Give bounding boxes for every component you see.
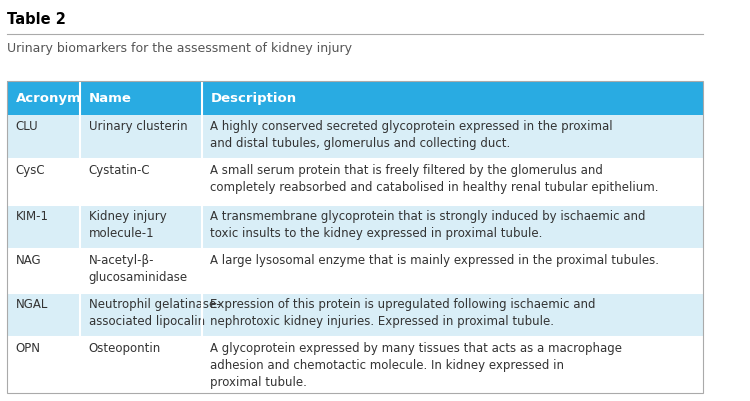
Text: CysC: CysC [16,164,45,177]
Text: Neutrophil gelatinase-
associated lipocalin: Neutrophil gelatinase- associated lipoca… [88,298,220,328]
FancyBboxPatch shape [7,336,703,393]
Text: Kidney injury
molecule-1: Kidney injury molecule-1 [88,210,166,240]
Text: NGAL: NGAL [16,298,48,311]
FancyBboxPatch shape [7,249,703,293]
FancyBboxPatch shape [7,81,703,115]
Text: Expression of this protein is upregulated following ischaemic and
nephrotoxic ki: Expression of this protein is upregulate… [211,298,596,328]
Text: Name: Name [88,92,131,105]
Text: A large lysosomal enzyme that is mainly expressed in the proximal tubules.: A large lysosomal enzyme that is mainly … [211,254,659,267]
Text: Cystatin-C: Cystatin-C [88,164,150,177]
Text: A highly conserved secreted glycoprotein expressed in the proximal
and distal tu: A highly conserved secreted glycoprotein… [211,120,613,150]
Text: A small serum protein that is freely filtered by the glomerulus and
completely r: A small serum protein that is freely fil… [211,164,659,194]
FancyBboxPatch shape [7,205,703,249]
Text: N-acetyl-β-
glucosaminidase: N-acetyl-β- glucosaminidase [88,254,188,284]
Text: Urinary biomarkers for the assessment of kidney injury: Urinary biomarkers for the assessment of… [7,42,352,55]
Text: Description: Description [211,92,296,105]
Text: NAG: NAG [16,254,41,267]
Text: A glycoprotein expressed by many tissues that acts as a macrophage
adhesion and : A glycoprotein expressed by many tissues… [211,342,622,389]
Text: Acronym: Acronym [16,92,81,105]
Text: Urinary clusterin: Urinary clusterin [88,120,188,133]
Text: OPN: OPN [16,342,40,355]
Text: Table 2: Table 2 [7,12,66,27]
Text: KIM-1: KIM-1 [16,210,49,223]
FancyBboxPatch shape [7,159,703,205]
Text: Osteopontin: Osteopontin [88,342,161,355]
Text: CLU: CLU [16,120,38,133]
Text: A transmembrane glycoprotein that is strongly induced by ischaemic and
toxic ins: A transmembrane glycoprotein that is str… [211,210,646,240]
FancyBboxPatch shape [7,115,703,159]
FancyBboxPatch shape [7,293,703,336]
